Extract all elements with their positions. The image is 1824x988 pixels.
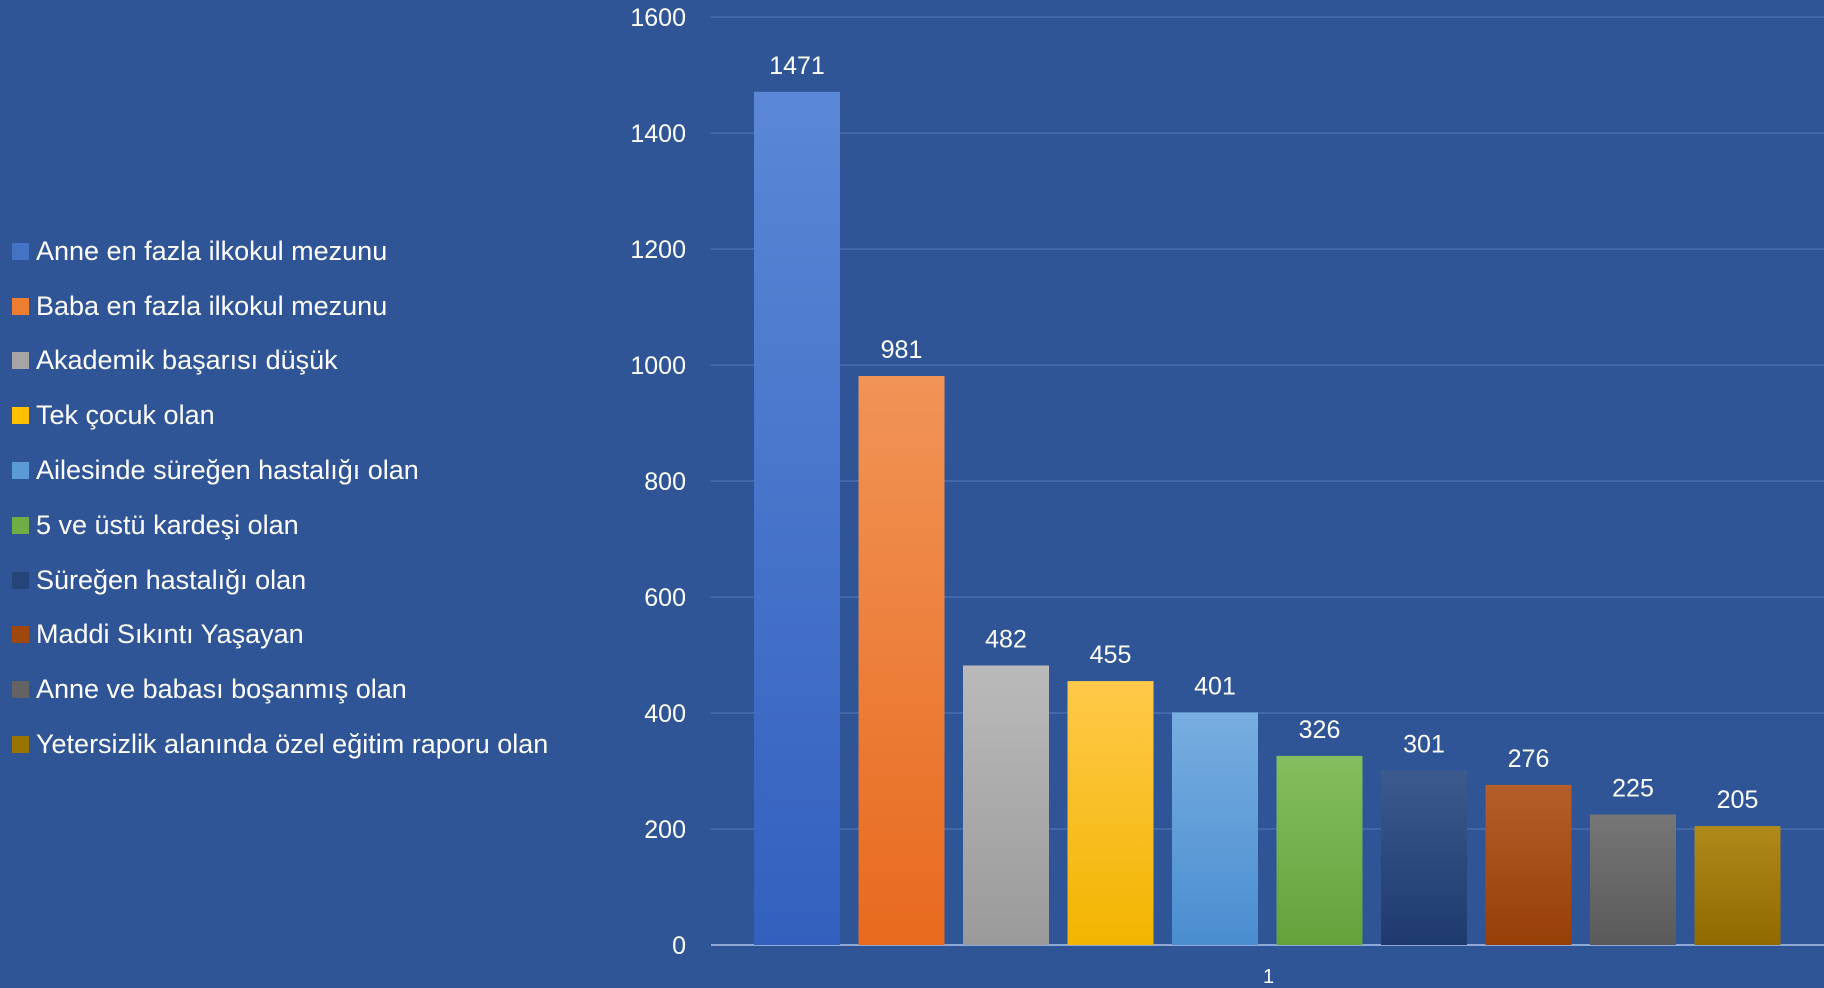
bar-akademik-basarisi-dusuk (963, 665, 1049, 945)
legend-item-5-ve-ustu-kardesi-olan: 5 ve üstü kardeşi olan (12, 498, 548, 553)
y-tick-label: 1200 (630, 236, 686, 264)
bar-ailesinde-suregen-hastaligi-olan (1172, 712, 1258, 945)
y-tick-label: 1600 (630, 4, 686, 32)
y-axis-ticks: 0 200 400 600 800 1000 1200 1400 1600 (630, 4, 686, 960)
chart-legend: Anne en fazla ilkokul mezunu Baba en fazl… (12, 224, 548, 772)
legend-label: 5 ve üstü kardeşi olan (36, 509, 299, 540)
data-label-maddi-sikinti-yasayan: 276 (1508, 745, 1550, 773)
y-tick-label: 800 (644, 468, 686, 496)
legend-label: Anne en fazla ilkokul mezunu (36, 235, 388, 266)
legend-swatch (12, 626, 29, 644)
legend-swatch (12, 407, 29, 425)
legend-item-tek-cocuk-olan: Tek çocuk olan (12, 388, 548, 443)
legend-swatch (12, 736, 29, 754)
legend-label: Anne ve babası boşanmış olan (36, 674, 407, 705)
bar-baba-en-fazla-ilkokul-mezunu (858, 376, 945, 945)
bar-5-ve-ustu-kardesi-olan (1276, 755, 1363, 945)
bar-tek-cocuk-olan (1067, 681, 1154, 945)
legend-swatch (12, 681, 29, 699)
legend-swatch (12, 352, 29, 370)
legend-item-anne-ve-babasi-bosanmis-olan: Anne ve babası boşanmış olan (12, 662, 548, 717)
x-tick-label: 1 (1263, 966, 1274, 988)
data-label-anne-ve-babasi-bosanmis-olan: 225 (1612, 775, 1654, 803)
data-label-anne-en-fazla-ilkokul-mezunu: 1471 (769, 52, 825, 80)
data-label-akademik-basarisi-dusuk: 482 (985, 625, 1027, 653)
y-tick-label: 1400 (630, 120, 686, 148)
legend-item-anne-en-fazla-ilkokul-mezunu: Anne en fazla ilkokul mezunu (12, 224, 548, 279)
legend-label: Yetersizlik alanında özel eğitim raporu … (36, 729, 549, 760)
legend-label: Maddi Sıkıntı Yaşayan (36, 619, 304, 650)
bars (754, 91, 1781, 945)
legend-item-baba-en-fazla-ilkokul-mezunu: Baba en fazla ilkokul mezunu (12, 279, 548, 334)
legend-swatch (12, 516, 29, 534)
y-tick-label: 400 (644, 700, 686, 728)
legend-item-yetersizlik-alaninda-ozel-egitim-raporu-olan: Yetersizlik alanında özel eğitim raporu … (12, 717, 548, 772)
legend-item-suregen-hastaligi-olan: Süreğen hastalığı olan (12, 553, 548, 608)
y-tick-label: 200 (644, 816, 686, 844)
legend-label: Süreğen hastalığı olan (36, 564, 307, 595)
legend-swatch (12, 242, 29, 260)
bar-yetersizlik-alaninda-ozel-egitim-raporu-olan (1694, 826, 1781, 945)
data-label-5-ve-ustu-kardesi-olan: 326 (1299, 716, 1341, 744)
data-label-yetersizlik-alaninda-ozel-egitim-raporu-olan: 205 (1717, 786, 1759, 814)
legend-label: Ailesinde süreğen hastalığı olan (36, 455, 419, 486)
y-tick-label: 1000 (630, 352, 686, 380)
bar-anne-ve-babasi-bosanmis-olan (1590, 814, 1676, 945)
legend-swatch (12, 462, 29, 480)
legend-swatch (12, 297, 29, 315)
legend-item-akademik-basarisi-dusuk: Akademik başarısı düşük (12, 334, 548, 389)
legend-swatch (12, 571, 29, 589)
y-tick-label: 0 (672, 932, 686, 960)
legend-label: Akademik başarısı düşük (36, 345, 338, 376)
bar-anne-en-fazla-ilkokul-mezunu (754, 91, 840, 945)
bar-maddi-sikinti-yasayan (1485, 784, 1572, 945)
legend-item-maddi-sikinti-yasayan: Maddi Sıkıntı Yaşayan (12, 608, 548, 663)
data-label-tek-cocuk-olan: 455 (1090, 641, 1132, 669)
data-label-ailesinde-suregen-hastaligi-olan: 401 (1194, 672, 1236, 700)
bar-suregen-hastaligi-olan (1381, 770, 1467, 945)
legend-item-ailesinde-suregen-hastaligi-olan: Ailesinde süreğen hastalığı olan (12, 443, 548, 498)
x-axis-ticks: 1 (1263, 966, 1274, 988)
legend-label: Baba en fazla ilkokul mezunu (36, 290, 388, 321)
data-labels: 1471 981 482 455 401 326 301 276 225 205 (769, 52, 1758, 814)
data-label-baba-en-fazla-ilkokul-mezunu: 981 (881, 336, 923, 364)
y-tick-label: 600 (644, 584, 686, 612)
legend-label: Tek çocuk olan (36, 400, 215, 431)
data-label-suregen-hastaligi-olan: 301 (1403, 730, 1445, 758)
